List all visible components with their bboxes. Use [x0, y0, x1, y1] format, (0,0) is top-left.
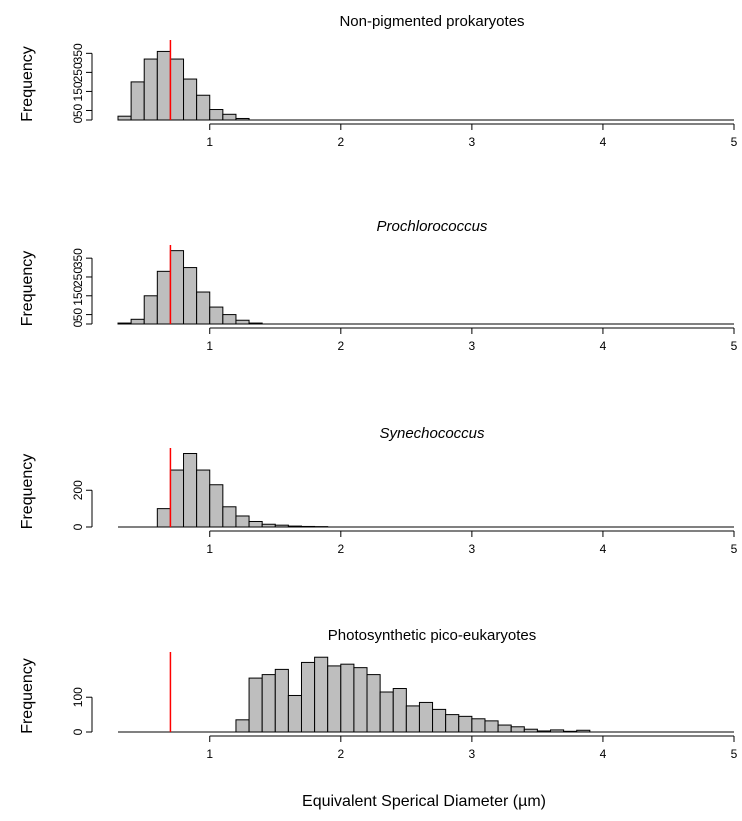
y-tick-label: 0: [71, 728, 85, 735]
histogram-bar: [445, 714, 460, 733]
histogram-bar: [196, 469, 211, 528]
x-tick-label: 5: [731, 135, 738, 149]
x-tick-label: 5: [731, 339, 738, 353]
histogram-bar: [222, 113, 237, 121]
y-tick-label: 150: [71, 285, 85, 305]
x-tick-label: 1: [206, 747, 213, 761]
histogram-bar: [169, 469, 185, 528]
x-tick-label: 1: [206, 135, 213, 149]
histogram-bar: [235, 719, 250, 733]
y-tick-label: 0: [71, 320, 85, 327]
histogram-bar: [169, 250, 185, 325]
histogram-bar: [366, 674, 381, 733]
histogram-bar: [261, 674, 276, 733]
y-tick-label: 350: [71, 43, 85, 63]
x-tick-label: 3: [469, 542, 476, 556]
histogram-bar: [510, 726, 525, 733]
panel-title: Non-pigmented prokaryotes: [339, 13, 524, 30]
histogram-bar: [156, 50, 171, 121]
histogram-bar: [458, 715, 473, 733]
x-tick-label: 5: [731, 747, 738, 761]
histogram-bar: [248, 677, 263, 733]
histogram-bar: [183, 453, 198, 528]
y-axis-label: Frequency: [19, 46, 36, 122]
x-tick-label: 4: [600, 542, 607, 556]
histogram-bar: [169, 58, 185, 121]
y-tick-label: 0: [71, 116, 85, 123]
x-tick-label: 3: [469, 135, 476, 149]
x-tick-label: 3: [469, 747, 476, 761]
histogram-bar: [143, 295, 158, 325]
histogram-bar: [196, 94, 211, 121]
y-tick-label: 350: [71, 248, 85, 268]
y-tick-label: 150: [71, 81, 85, 101]
histogram-bar: [314, 656, 329, 733]
y-axis-label: Frequency: [19, 658, 36, 734]
histogram-bar: [143, 58, 158, 121]
y-tick-label: 50: [71, 308, 85, 322]
histogram-bar: [183, 78, 198, 121]
histogram-bar: [156, 508, 171, 528]
x-tick-label: 2: [337, 542, 344, 556]
histogram-bar: [183, 267, 198, 325]
x-tick-label: 4: [600, 339, 607, 353]
histogram-bar: [405, 705, 420, 733]
x-tick-label: 2: [337, 747, 344, 761]
x-tick-label: 1: [206, 542, 213, 556]
y-tick-label: 250: [71, 62, 85, 82]
y-tick-label: 50: [71, 103, 85, 117]
histogram-bar: [117, 115, 132, 121]
y-tick-label: 100: [71, 687, 85, 707]
histogram-bar: [327, 665, 342, 733]
histogram-bar: [235, 515, 250, 528]
panel-3-synechococcus: Synechococcus Frequency 1 2 3 4 5 0 200: [19, 425, 738, 556]
histogram-bar: [156, 270, 171, 325]
x-tick-label: 5: [731, 542, 738, 556]
histogram-bar: [432, 708, 447, 733]
histogram-bar: [418, 701, 434, 733]
histogram-bar: [196, 291, 211, 325]
histogram-bar: [209, 109, 224, 121]
histogram-bar: [274, 668, 289, 733]
histogram-bar: [235, 319, 250, 325]
histogram-bar: [353, 667, 368, 733]
x-tick-label: 1: [206, 339, 213, 353]
panel-4-photosynthetic-pico-eukaryotes: Photosynthetic pico-eukaryotes Frequency 1…: [19, 627, 738, 761]
histogram-bar: [248, 520, 263, 528]
histogram-bar: [379, 691, 394, 733]
panel-title: Prochlorococcus: [377, 218, 488, 235]
x-tick-label: 4: [600, 135, 607, 149]
histogram-bar: [209, 306, 224, 325]
panel-title: Synechococcus: [379, 425, 485, 442]
histogram-bar: [287, 694, 302, 733]
histogram-bar: [209, 484, 224, 528]
histogram-bar: [497, 724, 512, 733]
x-tick-label: 3: [469, 339, 476, 353]
histogram-bar: [222, 506, 237, 528]
histogram-bar: [471, 718, 486, 733]
x-tick-label: 4: [600, 747, 607, 761]
histogram-bar: [130, 318, 145, 325]
y-tick-label: 200: [71, 480, 85, 500]
histogram-bar: [222, 314, 237, 325]
histogram-bar: [392, 688, 407, 733]
y-axis-label: Frequency: [19, 454, 36, 530]
panel-title: Photosynthetic pico-eukaryotes: [328, 627, 536, 644]
histogram-bar: [484, 720, 499, 733]
y-tick-label: 0: [71, 523, 85, 530]
y-axis-label: Frequency: [19, 251, 36, 327]
histogram-bar: [300, 661, 316, 733]
histogram-bar: [130, 81, 145, 121]
x-tick-label: 2: [337, 339, 344, 353]
x-axis-label: Equivalent Sperical Diameter (µm): [302, 793, 546, 810]
x-tick-label: 2: [337, 135, 344, 149]
y-tick-label: 250: [71, 267, 85, 287]
histogram-bar: [340, 663, 355, 733]
